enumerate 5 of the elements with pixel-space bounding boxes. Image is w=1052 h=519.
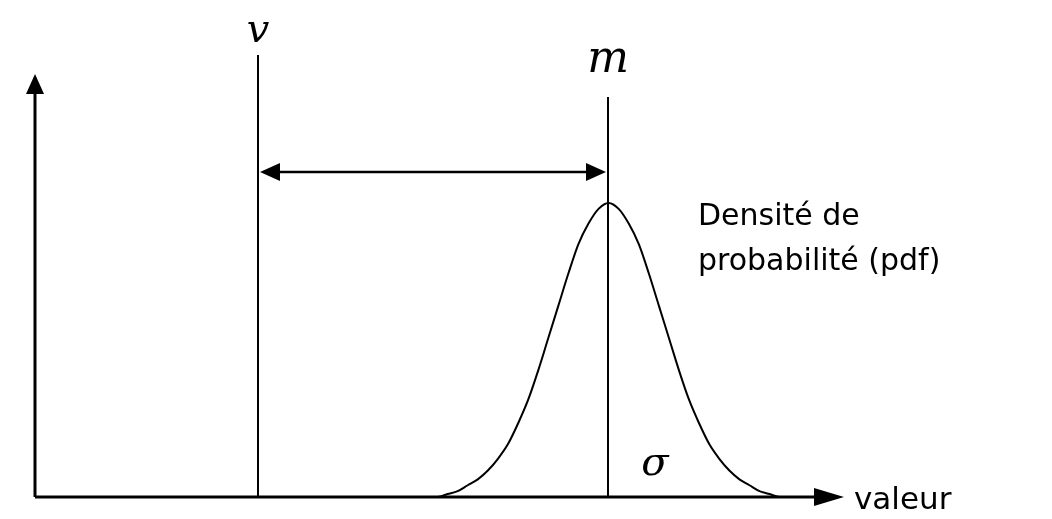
series-label: Densité de probabilité (pdf): [698, 197, 941, 277]
text: m: [587, 31, 629, 82]
annotation: σ: [641, 438, 671, 484]
x-axis-title: valeur: [854, 480, 952, 516]
text: v: [246, 5, 270, 51]
